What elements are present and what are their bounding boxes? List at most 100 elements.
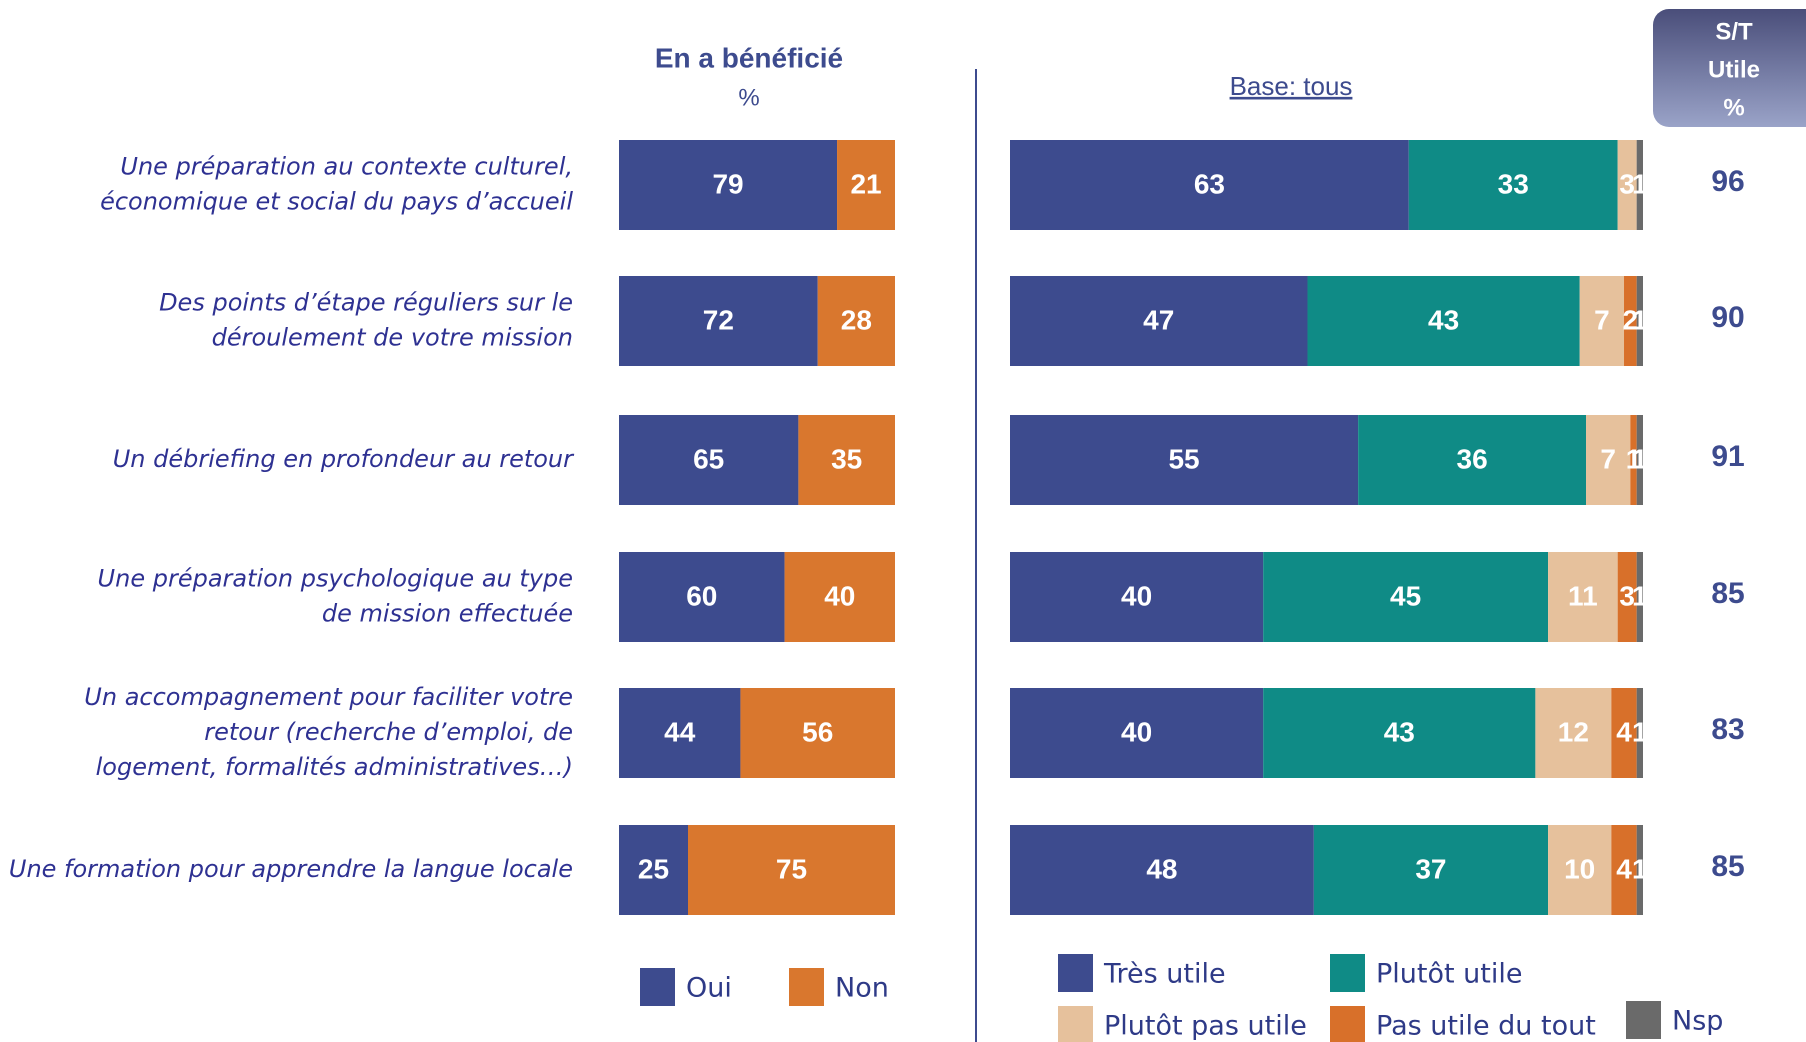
bar-value-label: 40: [1121, 580, 1152, 611]
chart-title: En a bénéficié: [655, 42, 843, 73]
bar-value-label: 43: [1384, 716, 1415, 747]
total-header: Utile: [1708, 56, 1760, 83]
category-label: logement, formalités administratives…): [96, 753, 573, 781]
bar-value-label: 2: [1623, 304, 1639, 335]
bar-value-label: 72: [703, 304, 734, 335]
legend-swatch: [1330, 1006, 1365, 1042]
bar-segment: [1624, 276, 1637, 366]
category-label: Une formation pour apprendre la langue l…: [9, 855, 573, 883]
bar-value-label: 35: [831, 443, 862, 474]
bar-value-label: 40: [824, 580, 855, 611]
bar-segment: [1010, 415, 1359, 505]
bar-segment: [688, 825, 895, 915]
bar-value-label: 44: [664, 716, 696, 747]
bar-segment: [1408, 140, 1618, 230]
bar-value-label: 11: [1568, 580, 1598, 611]
bar-segment: [1358, 415, 1587, 505]
total-header-box: [1653, 9, 1806, 127]
bar-segment: [1586, 415, 1631, 505]
bar-value-label: 33: [1498, 168, 1529, 199]
total-value: 85: [1711, 577, 1744, 610]
bar-segment: [1010, 140, 1409, 230]
bar-value-label: 7: [1600, 443, 1616, 474]
legend-label: Plutôt pas utile: [1104, 1011, 1307, 1042]
total-value: 83: [1711, 713, 1744, 746]
bar-segment: [1010, 276, 1308, 366]
bar-value-label: 1: [1632, 853, 1648, 884]
bar-value-label: 4: [1616, 716, 1632, 747]
bar-value-label: 3: [1619, 168, 1635, 199]
bar-segment: [1611, 825, 1637, 915]
total-header: %: [1723, 94, 1744, 121]
bar-segment: [784, 552, 895, 642]
legend-label: Plutôt utile: [1376, 959, 1522, 990]
category-label: Un accompagnement pour faciliter votre: [84, 683, 573, 711]
total-value: 91: [1711, 440, 1744, 473]
bar-segment: [619, 688, 741, 778]
legend-label: Pas utile du tout: [1376, 1011, 1596, 1042]
legend-label: Oui: [686, 973, 732, 1004]
bar-segment: [619, 276, 818, 366]
bar-value-label: 28: [841, 304, 872, 335]
bar-segment: [1535, 688, 1612, 778]
category-label: Un débriefing en profondeur au retour: [113, 445, 575, 473]
category-label: de mission effectuée: [322, 600, 573, 628]
category-label: retour (recherche d’emploi, de: [204, 718, 573, 746]
total-value: 90: [1711, 301, 1744, 334]
bar-segment: [619, 415, 799, 505]
bar-segment: [1630, 415, 1637, 505]
bar-value-label: 56: [802, 716, 833, 747]
bar-value-label: 21: [850, 168, 881, 199]
bar-segment: [740, 688, 895, 778]
category-label: économique et social du pays d’accueil: [100, 188, 573, 216]
bar-value-label: 65: [693, 443, 724, 474]
bar-segment: [817, 276, 895, 366]
legend-label: Nsp: [1672, 1006, 1723, 1037]
bar-value-label: 47: [1143, 304, 1174, 335]
bar-value-label: 25: [638, 853, 669, 884]
bar-segment: [1636, 415, 1643, 505]
bar-value-label: 79: [712, 168, 743, 199]
total-value: 85: [1711, 850, 1744, 883]
bar-value-label: 55: [1168, 443, 1199, 474]
chart-subtitle: %: [738, 84, 759, 111]
bar-value-label: 4: [1616, 853, 1632, 884]
bar-value-label: 3: [1619, 580, 1635, 611]
bar-value-label: 40: [1121, 716, 1152, 747]
bar-value-label: 1: [1632, 304, 1648, 335]
bar-segment: [1010, 552, 1264, 642]
bar-segment: [1636, 276, 1643, 366]
legend-swatch: [640, 968, 675, 1006]
bar-value-label: 1: [1632, 443, 1648, 474]
legend-label: Très utile: [1103, 959, 1226, 990]
bar-segment: [619, 140, 838, 230]
bar-segment: [1617, 140, 1637, 230]
bar-value-label: 63: [1194, 168, 1225, 199]
chart-title: Base: tous: [1230, 71, 1353, 101]
bar-value-label: 1: [1632, 168, 1648, 199]
bar-segment: [619, 825, 688, 915]
bar-value-label: 48: [1146, 853, 1177, 884]
bar-segment: [1548, 825, 1612, 915]
bar-segment: [1636, 688, 1643, 778]
bar-segment: [1010, 688, 1264, 778]
bar-segment: [1579, 276, 1625, 366]
bar-segment: [1636, 825, 1643, 915]
bar-value-label: 43: [1428, 304, 1459, 335]
bar-segment: [619, 552, 785, 642]
bar-value-label: 45: [1390, 580, 1421, 611]
bar-value-label: 75: [776, 853, 807, 884]
total-value: 96: [1711, 165, 1744, 198]
legend-swatch: [1058, 1006, 1093, 1042]
bar-segment: [798, 415, 895, 505]
bar-segment: [1617, 552, 1637, 642]
bar-segment: [1636, 140, 1643, 230]
legend-swatch: [1626, 1001, 1661, 1039]
bar-value-label: 12: [1558, 716, 1589, 747]
category-label: déroulement de votre mission: [212, 324, 573, 352]
category-label: Une préparation au contexte culturel,: [120, 153, 573, 181]
legend-label: Non: [835, 973, 889, 1004]
bar-value-label: 1: [1632, 580, 1648, 611]
